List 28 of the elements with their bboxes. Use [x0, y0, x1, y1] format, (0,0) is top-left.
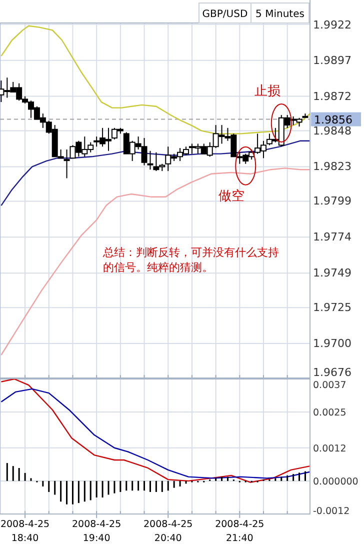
annotation: 总结：判断反转，可并没有什么支持的信号。纯粹的猜测。 — [102, 246, 279, 274]
y-tick-label: 1.9823 — [313, 160, 352, 174]
x-tick-label: 2008-4-25 19:40 — [72, 519, 122, 544]
y-tick-label: 1.9897 — [313, 54, 352, 67]
y-tick-label: 0.0012 — [313, 443, 346, 454]
y-tick-label: 1.9725 — [313, 301, 352, 314]
x-tick-label: 2008-4-25 20:40 — [144, 519, 193, 544]
y-tick-label: 1.9700 — [313, 337, 352, 350]
annotation: 做空 — [218, 188, 245, 204]
y-tick-label: 1.9922 — [313, 18, 352, 32]
y-tick-label: -0.0012 — [313, 506, 350, 517]
y-tick-label: 1.9848 — [313, 124, 352, 138]
x-tick-label: 2008-4-25 18:40 — [0, 519, 50, 544]
y-tick-label: 1.9749 — [313, 266, 352, 280]
y-tick-label: 0.0037 — [313, 380, 346, 391]
y-tick-label: 1.9774 — [313, 230, 352, 244]
x-tick-label: 2008-4-25 21:40 — [215, 519, 264, 544]
ref-line-label: 1.9856 — [314, 113, 352, 126]
chart-title: GBP/USD — [202, 9, 248, 20]
line-series — [0, 140, 310, 206]
y-tick-label: 1.9872 — [313, 90, 352, 103]
line-series — [0, 168, 310, 356]
chart-subtitle: 5 Minutes — [256, 9, 304, 20]
y-tick-label: 0.0025 — [313, 408, 346, 419]
y-tick-label: 1.9676 — [313, 366, 352, 379]
annotation: 止损 — [254, 84, 280, 99]
y-tick-label: 1.9799 — [313, 194, 352, 208]
y-tick-label: 0.000000 — [313, 476, 358, 488]
